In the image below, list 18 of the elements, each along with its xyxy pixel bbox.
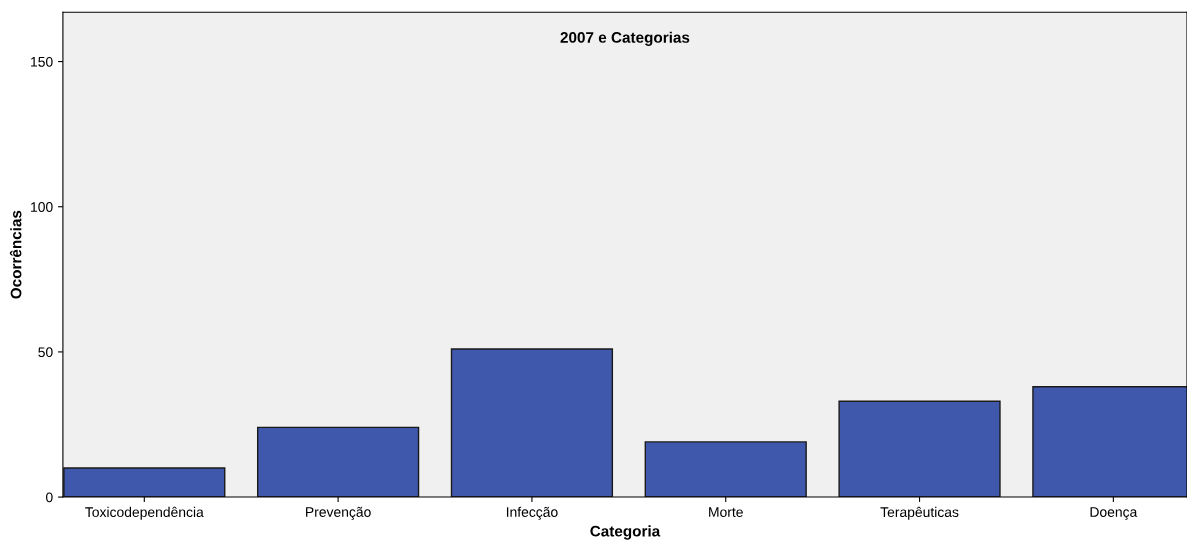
y-axis-title: Ocorrências <box>9 210 22 299</box>
x-tick-label: Morte <box>709 507 743 517</box>
y-tick-label: 150 <box>31 56 53 67</box>
bar <box>63 467 226 498</box>
x-tick-label: Doença <box>1090 507 1138 520</box>
y-tick-label: 100 <box>31 202 53 212</box>
x-axis-title: Categoria <box>590 525 661 540</box>
bar <box>838 400 1001 498</box>
y-tick-label: 0 <box>46 492 53 503</box>
bar <box>256 426 420 498</box>
x-tick-label: Toxicodependência <box>85 506 204 520</box>
x-tick-label: Infecção <box>506 506 558 520</box>
y-tick-label: 50 <box>38 347 53 358</box>
bar <box>644 441 807 498</box>
x-tick-label: Prevenção <box>306 506 371 520</box>
x-tick-label: Terapêuticas <box>880 506 959 520</box>
bar <box>450 348 614 498</box>
text: 2007 e Categorias <box>560 31 690 46</box>
